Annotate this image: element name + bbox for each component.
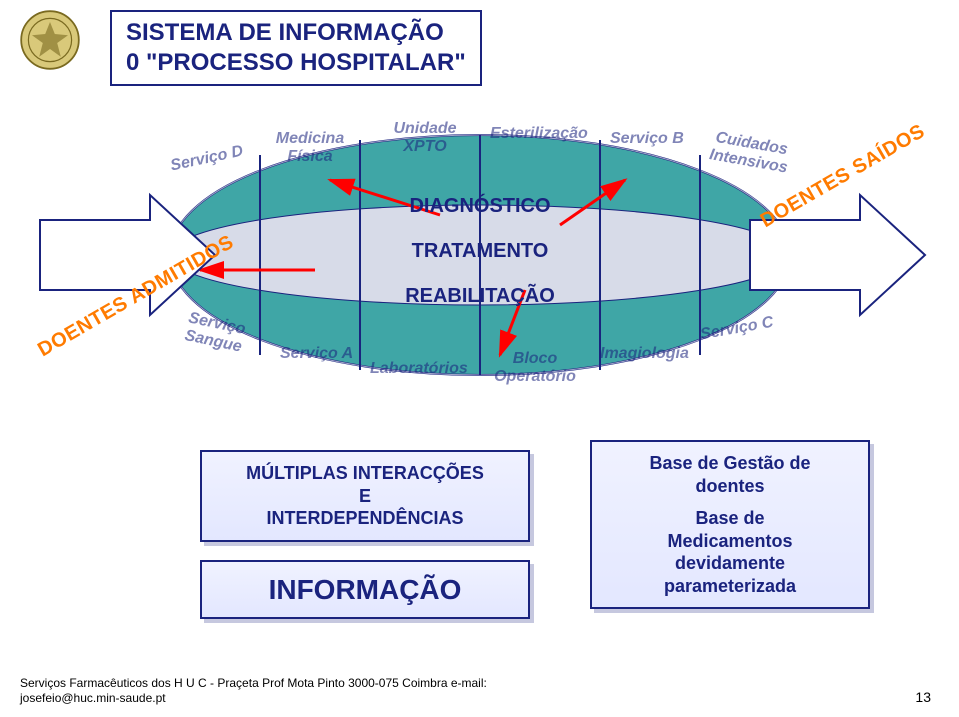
db-l4: Medicamentos bbox=[610, 530, 850, 553]
title-box: SISTEMA DE INFORMAÇÃO 0 "PROCESSO HOSPIT… bbox=[110, 10, 482, 86]
svc-top-4: Serviço B bbox=[610, 130, 684, 148]
phase-tratamento: TRATAMENTO bbox=[370, 240, 590, 263]
svc-top-1: Medicina Física bbox=[265, 130, 355, 166]
db-l5: devidamente bbox=[610, 552, 850, 575]
db-l6: parameterizada bbox=[610, 575, 850, 598]
svc-top-3: Esterilização bbox=[490, 125, 588, 143]
interactions-l3: INTERDEPENDÊNCIAS bbox=[220, 507, 510, 530]
db-l1: Base de Gestão de bbox=[610, 452, 850, 475]
svc-bot-1: Serviço A bbox=[280, 345, 353, 363]
phase-diagnostico: DIAGNÓSTICO bbox=[370, 195, 590, 218]
title-line-2: 0 "PROCESSO HOSPITALAR" bbox=[126, 48, 466, 78]
phase-reabilitacao: REABILITAÇÃO bbox=[370, 285, 590, 308]
svc-top-2: Unidade XPTO bbox=[380, 120, 470, 156]
title-line-1: SISTEMA DE INFORMAÇÃO bbox=[126, 18, 466, 48]
interactions-l2: E bbox=[220, 485, 510, 508]
information-box: INFORMAÇÃO bbox=[200, 560, 530, 619]
interactions-l1: MÚLTIPLAS INTERACÇÕES bbox=[220, 462, 510, 485]
svc-bot-2: Laboratórios bbox=[370, 360, 468, 378]
logo-seal bbox=[20, 10, 80, 70]
slide: SISTEMA DE INFORMAÇÃO 0 "PROCESSO HOSPIT… bbox=[0, 0, 959, 717]
svc-bot-4: Imagiologia bbox=[600, 345, 689, 363]
interactions-box: MÚLTIPLAS INTERACÇÕES E INTERDEPENDÊNCIA… bbox=[200, 450, 530, 542]
hospital-process-diagram: DOENTES ADMITIDOS DOENTES SAÍDOS DIAGNÓS… bbox=[70, 95, 890, 415]
db-l3: Base de bbox=[610, 507, 850, 530]
db-l2: doentes bbox=[610, 475, 850, 498]
page-number: 13 bbox=[915, 689, 931, 705]
databases-box: Base de Gestão de doentes Base de Medica… bbox=[590, 440, 870, 609]
information-label: INFORMAÇÃO bbox=[220, 572, 510, 607]
svc-bot-3: Bloco Operatório bbox=[485, 350, 585, 386]
footer-text: Serviços Farmacêuticos dos H U C - Praçe… bbox=[20, 676, 540, 707]
